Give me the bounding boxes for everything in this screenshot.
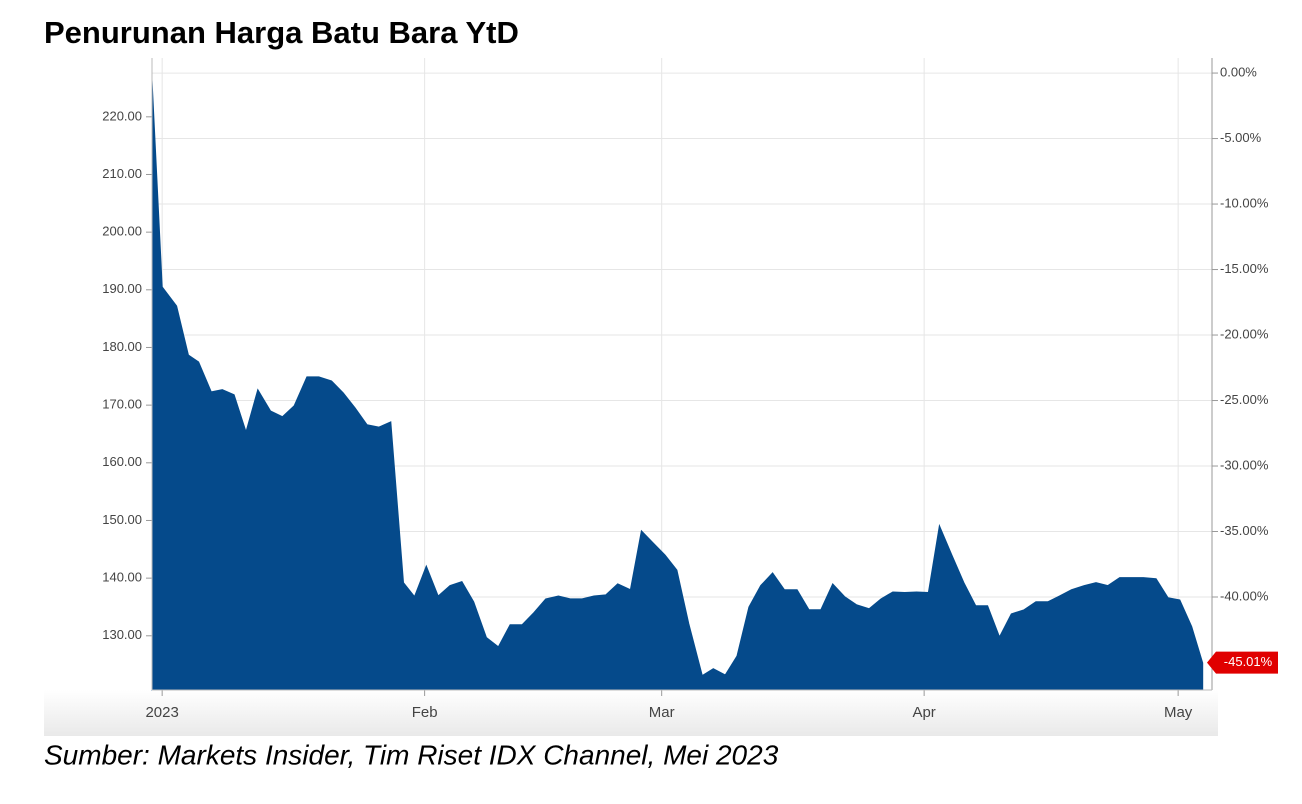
y-tick-label: 160.00 bbox=[102, 454, 142, 469]
y2-tick-label: -5.00% bbox=[1220, 130, 1262, 145]
y-tick-label: 220.00 bbox=[102, 108, 142, 123]
y2-tick-label: -40.00% bbox=[1220, 588, 1269, 603]
area bbox=[151, 79, 1204, 691]
x-tick-label: Feb bbox=[412, 704, 438, 721]
y-tick-label: 200.00 bbox=[102, 224, 142, 239]
x-tick-label: 2023 bbox=[145, 704, 178, 721]
y2-tick-label: -30.00% bbox=[1220, 457, 1269, 472]
x-axis-band bbox=[44, 690, 1218, 736]
y-tick-label: 130.00 bbox=[102, 627, 142, 642]
y-tick-label: 140.00 bbox=[102, 570, 142, 585]
last-change-tag bbox=[1207, 651, 1278, 674]
last-change-label: -45.01% bbox=[1224, 654, 1273, 669]
chart-title: Penurunan Harga Batu Bara YtD bbox=[44, 15, 519, 50]
y2-tick-label: -15.00% bbox=[1220, 261, 1269, 276]
y2-tick-label: -25.00% bbox=[1220, 392, 1269, 407]
y-tick-label: 180.00 bbox=[102, 339, 142, 354]
y-tick-label: 190.00 bbox=[102, 281, 142, 296]
x-tick-label: Mar bbox=[649, 704, 675, 721]
y-tick-label: 150.00 bbox=[102, 512, 142, 527]
y2-tick-label: -10.00% bbox=[1220, 195, 1269, 210]
x-tick-label: May bbox=[1164, 704, 1193, 721]
y2-tick-label: 0.00% bbox=[1220, 65, 1257, 80]
y2-tick-label: -20.00% bbox=[1220, 326, 1269, 341]
x-tick-label: Apr bbox=[912, 704, 935, 721]
plot-area: 0.00% -5.00% -10.00% -15.00% -20.00% -25.00% -… bbox=[102, 58, 1278, 721]
y2-tick-label: -35.00% bbox=[1220, 523, 1269, 538]
y-tick-label: 170.00 bbox=[102, 397, 142, 412]
source-note: Sumber: Markets Insider, Tim Riset IDX C… bbox=[44, 739, 779, 770]
y-tick-label: 210.00 bbox=[102, 166, 142, 181]
